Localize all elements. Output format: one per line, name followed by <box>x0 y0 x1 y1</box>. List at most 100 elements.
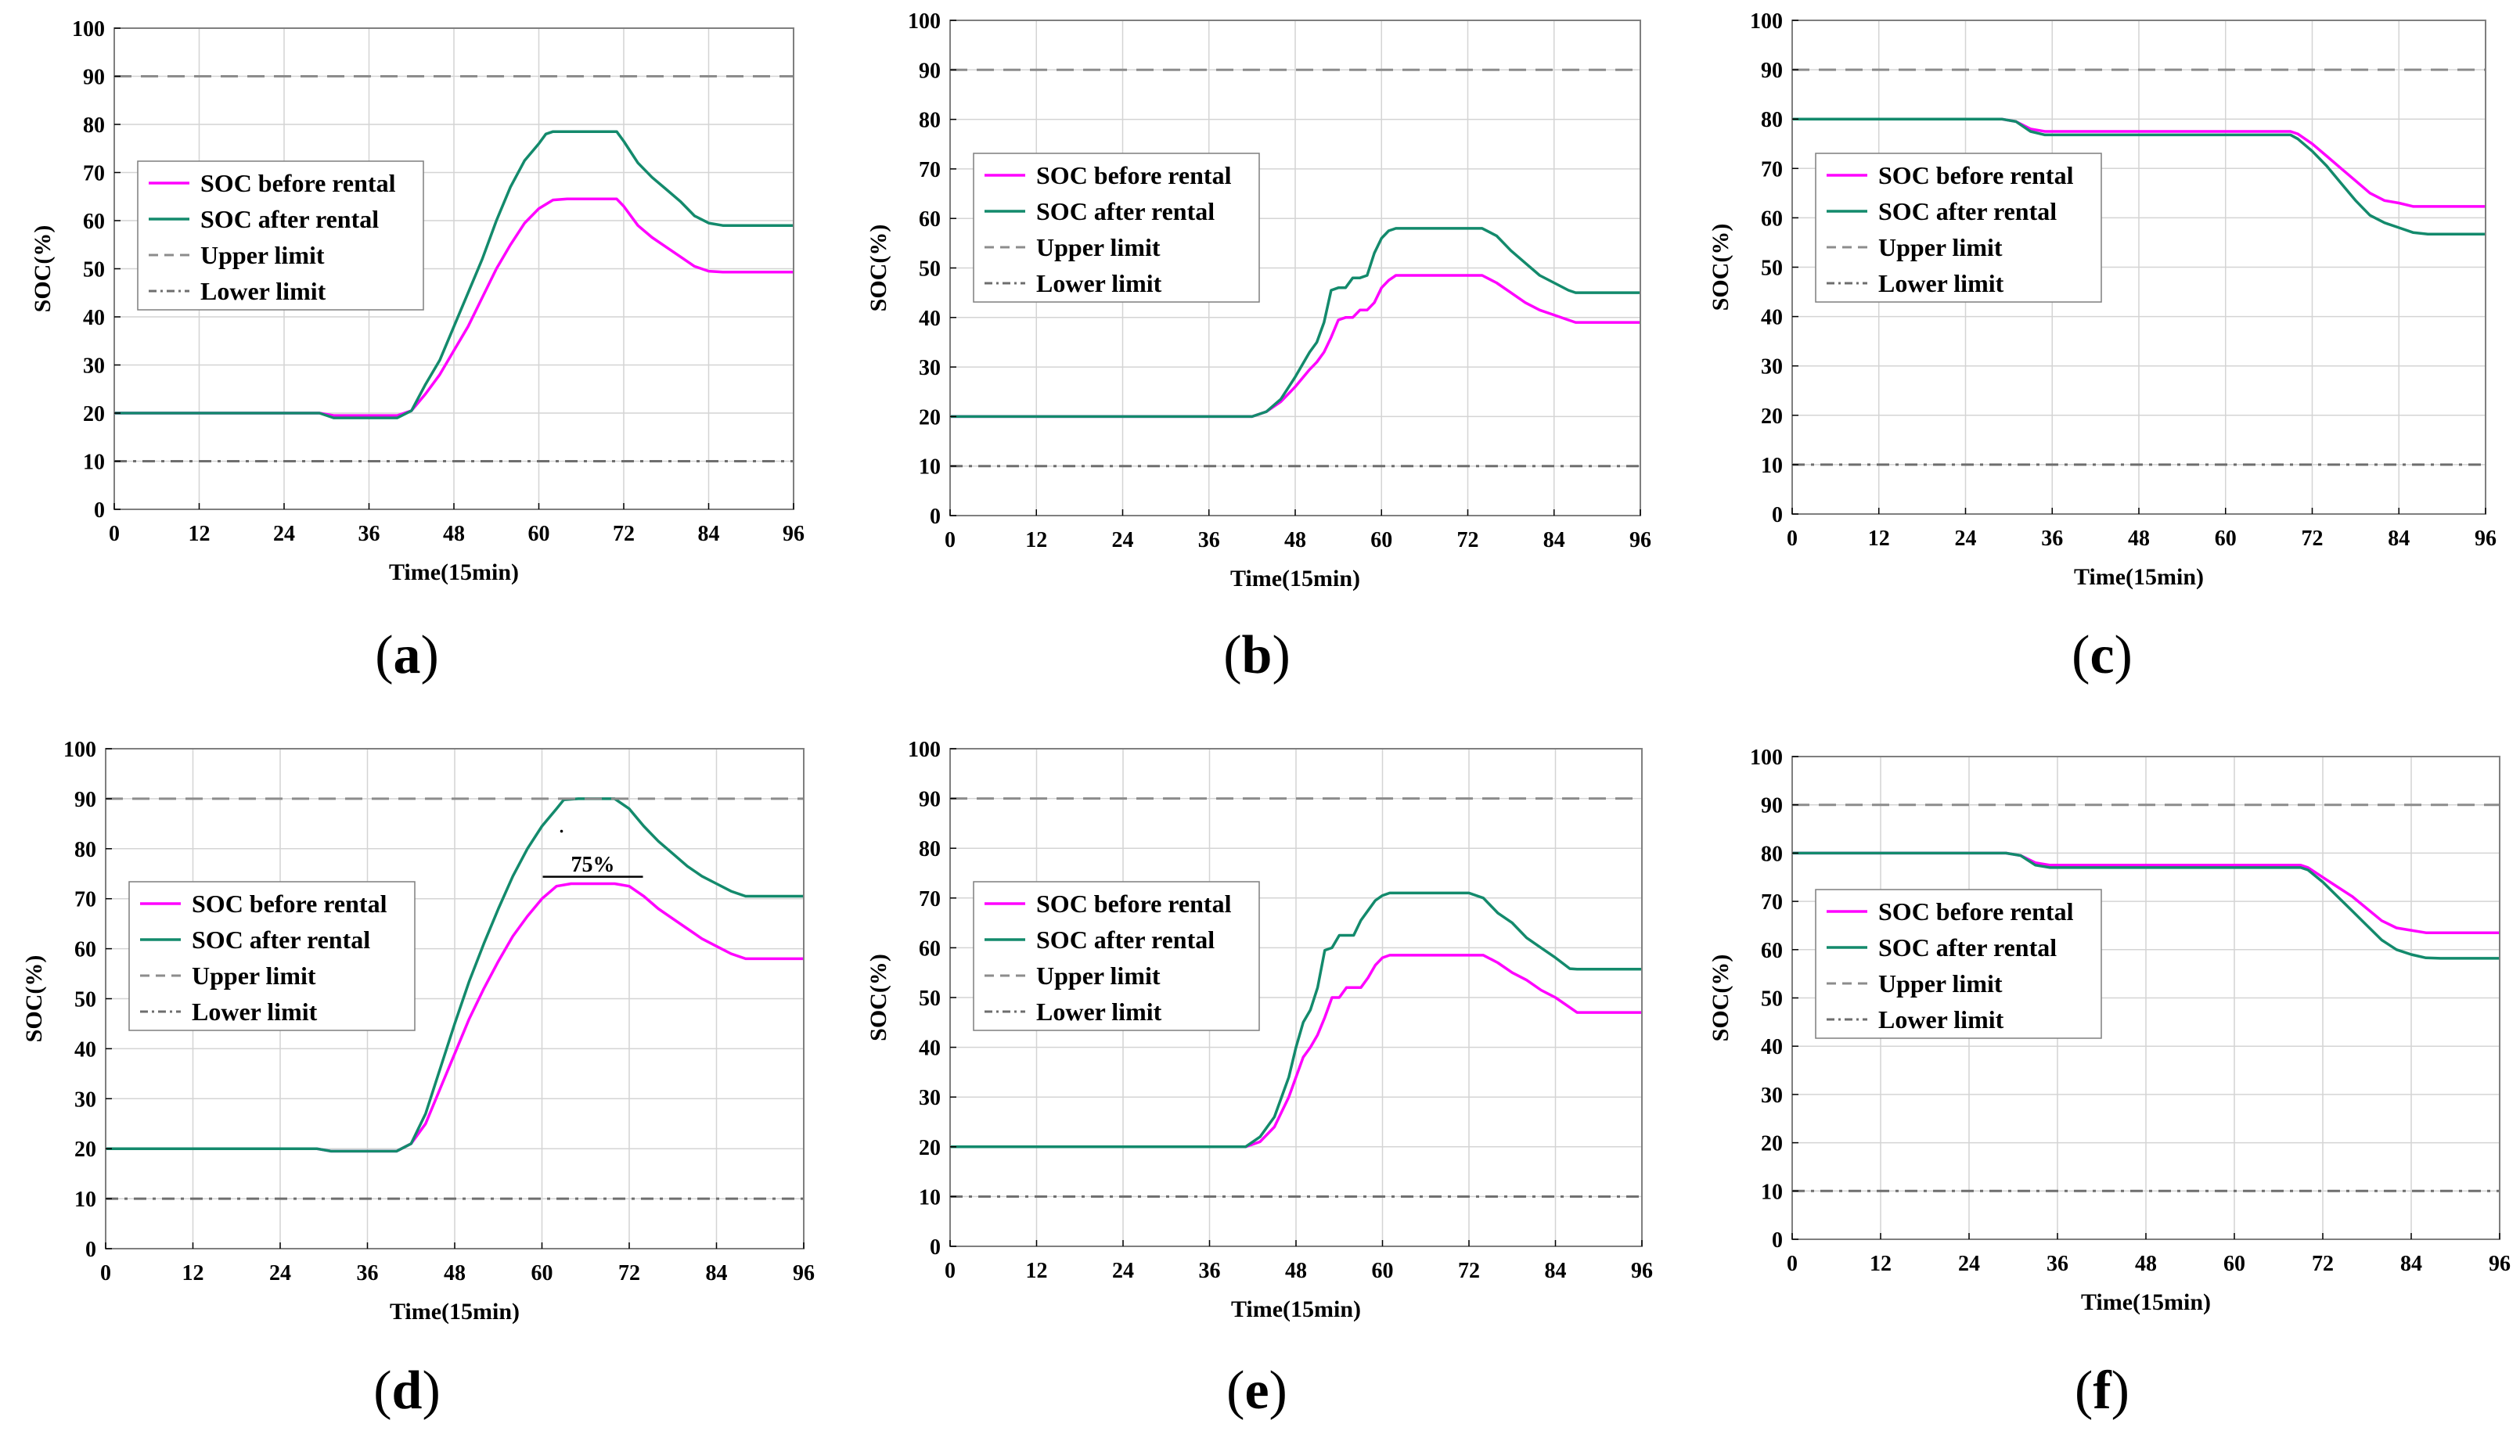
y-tick-label: 0 <box>1772 1228 1783 1253</box>
series-soc-after-rental <box>950 227 1640 419</box>
legend-label: Lower limit <box>1036 998 1162 1026</box>
y-tick-label: 80 <box>1761 842 1783 866</box>
x-tick-label: 72 <box>1457 528 1479 552</box>
x-tick-label: 0 <box>100 1261 111 1285</box>
y-tick-label: 100 <box>908 738 941 762</box>
x-tick-label: 36 <box>357 1261 379 1285</box>
y-tick-label: 50 <box>919 257 941 282</box>
legend-label: Lower limit <box>192 998 318 1026</box>
y-tick-label: 20 <box>1761 1132 1783 1156</box>
y-tick-label: 80 <box>74 838 96 862</box>
legend-label: SOC after rental <box>1036 926 1215 954</box>
legend-label: Upper limit <box>1036 962 1161 990</box>
x-tick-label: 36 <box>2041 527 2063 551</box>
y-tick-label: 0 <box>85 1238 96 1262</box>
y-tick-label: 40 <box>74 1037 96 1062</box>
legend-box <box>973 153 1260 303</box>
legend: SOC before rental SOC after rental Upper l… <box>137 160 424 311</box>
legend: SOC before rental SOC after rental Upper l… <box>1815 153 2102 303</box>
x-tick-label: 96 <box>783 522 805 546</box>
legend: SOC before rental SOC after rental Upper l… <box>1815 889 2102 1039</box>
legend-box <box>137 160 424 311</box>
y-tick-label: 100 <box>1750 746 1783 770</box>
series-soc-after-rental <box>114 130 794 419</box>
x-tick-label: 72 <box>613 522 635 546</box>
series-soc-after-rental <box>106 797 804 1153</box>
y-tick-label: 90 <box>74 788 96 812</box>
legend-label: SOC after rental <box>192 926 370 954</box>
x-tick-label: 0 <box>945 528 956 552</box>
y-tick-label: 50 <box>1761 257 1783 281</box>
x-tick-label: 48 <box>1284 528 1306 552</box>
x-tick-label: 48 <box>2128 527 2150 551</box>
legend-label: Upper limit <box>1878 233 2003 261</box>
x-tick-label: 84 <box>2388 527 2410 551</box>
x-tick-label: 60 <box>1372 1259 1394 1283</box>
y-tick-label: 80 <box>1761 108 1783 132</box>
y-tick-label: 30 <box>1761 1084 1783 1108</box>
legend-label: SOC after rental <box>1878 197 2057 225</box>
x-tick-label: 12 <box>1025 528 1047 552</box>
x-tick-label: 24 <box>1958 1252 1980 1276</box>
x-axis-label: Time(15min) <box>2074 564 2204 590</box>
legend: SOC before rental SOC after rental Upper l… <box>973 881 1260 1031</box>
y-tick-label: 40 <box>83 306 105 330</box>
x-tick-label: 12 <box>189 522 211 546</box>
x-tick-label: 36 <box>1198 528 1220 552</box>
legend-label: Upper limit <box>1036 233 1161 261</box>
x-tick-label: 24 <box>1112 1259 1134 1283</box>
x-axis-label: Time(15min) <box>1230 566 1360 591</box>
chart-panel-e: 0 12 24 36 48 60 72 84 96 0 10 20 30 40 50 60 70 80 90 100 T… <box>866 738 1653 1421</box>
x-tick-label: 84 <box>2400 1252 2422 1276</box>
y-tick-label: 100 <box>72 17 105 41</box>
series-soc-after-rental <box>1792 851 2500 960</box>
legend-label: SOC after rental <box>1878 933 2057 962</box>
series-soc-before-rental <box>114 197 794 417</box>
y-tick-label: 20 <box>74 1138 96 1162</box>
y-axis-label: SOC(%) <box>1708 224 1733 311</box>
y-tick-label: 70 <box>83 162 105 186</box>
series-soc-before-rental <box>950 954 1642 1149</box>
y-tick-label: 10 <box>919 455 941 480</box>
y-tick-label: 70 <box>74 888 96 912</box>
y-tick-label: 20 <box>919 1136 941 1160</box>
legend: SOC before rental SOC after rental Upper l… <box>973 153 1260 303</box>
annotation-text: 75% <box>571 853 615 877</box>
x-axis-label: Time(15min) <box>1231 1296 1361 1322</box>
x-tick-label: 96 <box>1629 528 1651 552</box>
y-tick-label: 30 <box>74 1088 96 1112</box>
legend-label: Lower limit <box>200 277 326 305</box>
y-tick-label: 70 <box>1761 157 1783 182</box>
x-tick-label: 0 <box>1787 527 1798 551</box>
y-tick-label: 10 <box>83 451 105 475</box>
x-tick-label: 24 <box>1112 528 1134 552</box>
y-tick-label: 90 <box>1761 794 1783 818</box>
x-tick-label: 60 <box>2215 527 2237 551</box>
y-tick-label: 90 <box>1761 59 1783 83</box>
x-tick-label: 0 <box>109 522 120 546</box>
y-tick-label: 0 <box>94 498 105 523</box>
y-tick-label: 60 <box>83 210 105 234</box>
legend-label: Upper limit <box>200 241 325 269</box>
x-axis-label: Time(15min) <box>390 1299 520 1325</box>
x-tick-label: 60 <box>531 1261 553 1285</box>
y-tick-label: 70 <box>919 887 941 911</box>
y-tick-label: 0 <box>930 505 941 529</box>
y-tick-label: 70 <box>1761 890 1783 915</box>
y-tick-label: 90 <box>919 788 941 812</box>
legend-label: SOC before rental <box>1878 161 2074 189</box>
panel-label-a: (a) <box>375 625 439 685</box>
y-tick-label: 20 <box>919 405 941 430</box>
legend-label: SOC before rental <box>1036 161 1232 189</box>
x-tick-label: 24 <box>1955 527 1977 551</box>
series-soc-before-rental <box>1792 851 2500 934</box>
chart-panel-d: 0 12 24 36 48 60 72 84 96 0 10 20 30 40 50 60 70 80 90 100 T… <box>21 738 815 1421</box>
y-tick-label: 60 <box>1761 207 1783 231</box>
x-tick-label: 60 <box>2223 1252 2245 1276</box>
x-tick-label: 84 <box>698 522 720 546</box>
y-tick-label: 40 <box>1761 306 1783 330</box>
series-soc-before-rental <box>106 882 804 1153</box>
x-tick-label: 48 <box>2135 1252 2157 1276</box>
x-tick-label: 60 <box>1370 528 1392 552</box>
series-soc-after-rental <box>1792 117 2486 235</box>
